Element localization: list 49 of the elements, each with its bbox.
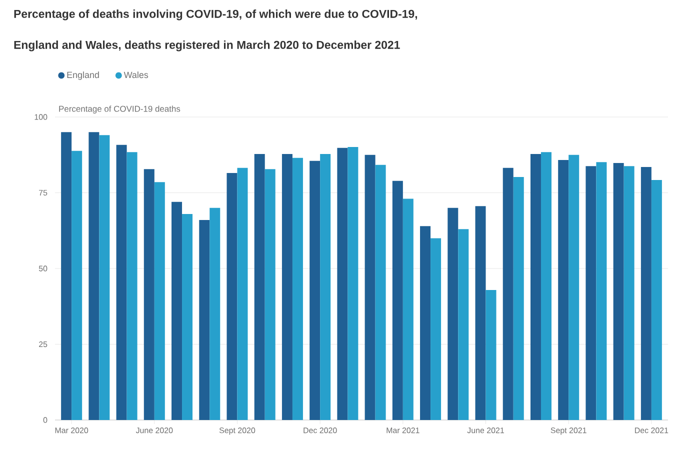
bar: [530, 154, 541, 420]
bar: [254, 154, 265, 420]
bar: [348, 146, 358, 420]
bar: [375, 164, 386, 420]
bar: [475, 206, 486, 420]
bar: [292, 158, 303, 420]
bar: [199, 220, 210, 420]
bar: [126, 152, 138, 420]
bar: [402, 198, 414, 420]
bar: [264, 169, 276, 420]
bar: [640, 166, 652, 420]
bar: [558, 160, 569, 420]
bar: [116, 144, 127, 420]
bar: [282, 154, 292, 420]
bar: [182, 214, 193, 420]
bar: [144, 169, 154, 420]
bar: [540, 152, 552, 420]
bar: [364, 154, 376, 420]
bar: [486, 290, 496, 420]
bar: [337, 148, 348, 420]
bar: [154, 182, 165, 420]
legend-label: England: [67, 71, 99, 80]
bar: [448, 208, 458, 420]
chart-subtitle: England and Wales, deaths registered in March 2020 to December 2021: [14, 40, 400, 52]
bar: [320, 154, 331, 420]
bar: [502, 168, 514, 420]
bar: [430, 238, 442, 420]
bar: [568, 154, 580, 420]
bar: [613, 163, 624, 420]
bar: [72, 150, 82, 420]
bar: [513, 176, 524, 420]
bar: [651, 180, 662, 420]
bar: [624, 166, 634, 420]
bar: [172, 202, 182, 420]
bar: [61, 132, 72, 420]
bar: [310, 160, 320, 420]
bar: [392, 180, 403, 420]
bar: [88, 132, 100, 420]
bar: [586, 166, 596, 420]
bar: [420, 226, 431, 420]
bar: [226, 173, 238, 420]
y-axis-title: Percentage of COVID-19 deaths: [59, 106, 180, 114]
bar: [458, 229, 469, 420]
chart-title: Percentage of deaths involving COVID-19, of which were due to COVID-19,: [14, 10, 418, 20]
bar: [210, 208, 220, 420]
legend-label: Wales: [124, 71, 148, 78]
bar: [596, 162, 607, 420]
bar: [99, 135, 110, 420]
bar: [237, 168, 248, 420]
